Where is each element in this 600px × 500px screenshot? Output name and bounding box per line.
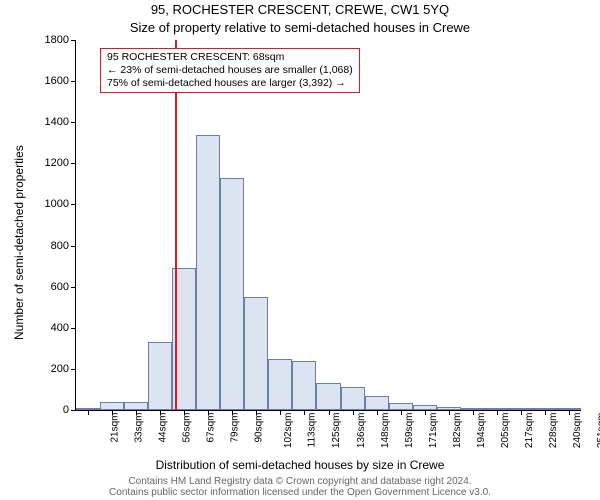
x-tick-label: 33sqm [134,413,145,443]
histogram-bar [341,387,365,410]
x-tick-label: 90sqm [254,413,265,443]
histogram-bar [268,359,292,410]
x-tick-label: 67sqm [206,413,217,443]
x-tick-label: 159sqm [404,413,415,449]
y-tick-label: 1200 [29,157,69,169]
histogram-bar [220,178,244,410]
histogram-bar [389,403,413,410]
x-axis-label: Distribution of semi-detached houses by … [0,458,600,472]
x-tick-label: 113sqm [307,413,318,448]
x-tick-label: 125sqm [332,413,343,449]
annotation-line: ← 23% of semi-detached houses are smalle… [107,64,353,77]
histogram-bar [316,383,340,410]
x-tick-label: 21sqm [110,413,121,443]
y-tick-label: 1800 [29,34,69,46]
histogram-bar [365,396,389,410]
x-tick-label: 44sqm [158,413,169,443]
y-tick-label: 600 [29,281,69,293]
y-tick-label: 400 [29,322,69,334]
y-tick-label: 1000 [29,198,69,210]
page-title-line2: Size of property relative to semi-detach… [0,20,600,35]
footer-line1: Contains HM Land Registry data © Crown c… [0,476,600,487]
histogram-bar [292,361,316,410]
page-title-line1: 95, ROCHESTER CRESCENT, CREWE, CW1 5YQ [0,2,600,17]
annotation-box: 95 ROCHESTER CRESCENT: 68sqm← 23% of sem… [100,48,360,93]
x-tick-label: 240sqm [572,413,583,449]
y-tick-label: 1600 [29,75,69,87]
y-tick-label: 200 [29,363,69,375]
footer-attribution: Contains HM Land Registry data © Crown c… [0,476,600,498]
histogram-bar [196,135,220,410]
x-tick-label: 56sqm [182,413,193,443]
x-tick-label: 136sqm [356,413,367,449]
histogram-bar [148,342,172,410]
y-tick-label: 0 [29,404,69,416]
annotation-line: 95 ROCHESTER CRESCENT: 68sqm [107,51,353,64]
x-tick-label: 79sqm [230,413,241,443]
histogram-plot: 21sqm33sqm44sqm56sqm67sqm79sqm90sqm102sq… [75,40,581,411]
histogram-bar [244,297,268,410]
reference-line [175,40,177,410]
x-tick-label: 182sqm [452,413,463,449]
x-tick-label: 194sqm [476,413,487,449]
x-tick-label: 228sqm [548,413,559,449]
x-tick-label: 102sqm [283,413,294,449]
y-tick-label: 800 [29,240,69,252]
x-tick-label: 251sqm [596,413,600,449]
y-tick-label: 1400 [29,116,69,128]
x-tick-label: 171sqm [428,413,439,449]
histogram-bar [124,402,148,410]
x-tick-label: 217sqm [524,413,535,449]
histogram-bar [100,402,124,410]
footer-line2: Contains public sector information licen… [0,487,600,498]
annotation-line: 75% of semi-detached houses are larger (… [107,77,353,90]
y-axis-label: Number of semi-detached properties [12,145,26,340]
x-tick-label: 148sqm [380,413,391,449]
x-tick-label: 205sqm [500,413,511,449]
